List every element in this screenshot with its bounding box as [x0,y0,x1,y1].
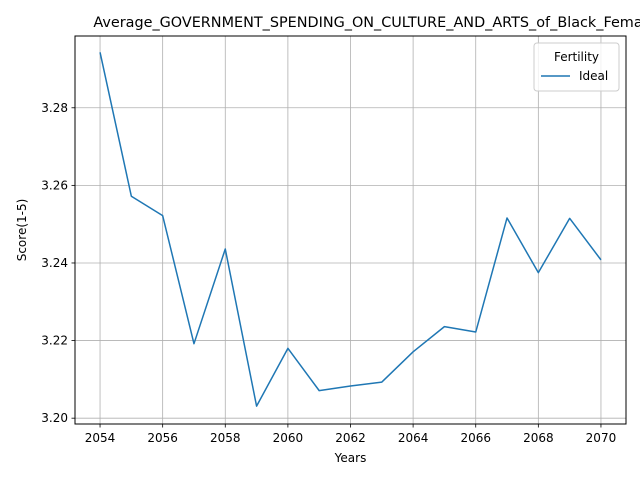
y-tick-label: 3.28 [41,101,68,115]
y-tick-label: 3.20 [41,411,68,425]
x-tick-label: 2062 [335,431,366,445]
plot-area [99,52,602,407]
y-tick-label: 3.22 [41,334,68,348]
chart-title: Average_GOVERNMENT_SPENDING_ON_CULTURE_A… [93,15,640,31]
x-axis-ticks: 2054 2056 2058 2060 2062 2064 2066 2068 2070 [85,424,616,445]
legend-entry-label: Ideal [579,69,608,83]
legend-box [533,42,620,92]
x-tick-label: 2056 [147,431,178,445]
y-tick-label: 3.24 [41,256,68,270]
x-axis-label: Years [334,451,367,465]
x-tick-label: 2070 [586,431,617,445]
legend: Fertility Ideal [533,42,620,92]
x-tick-label: 2060 [273,431,304,445]
y-axis-ticks: 3.20 3.22 3.24 3.26 3.28 [41,101,75,425]
series-line [99,52,602,407]
y-tick-label: 3.26 [41,178,68,192]
x-tick-label: 2068 [523,431,554,445]
x-tick-label: 2066 [460,431,491,445]
legend-title: Fertility [554,50,599,64]
y-axis-label: Score(1-5) [15,199,29,262]
x-tick-label: 2064 [398,431,429,445]
grid-lines [75,36,626,424]
x-tick-label: 2058 [210,431,241,445]
x-tick-label: 2054 [85,431,116,445]
